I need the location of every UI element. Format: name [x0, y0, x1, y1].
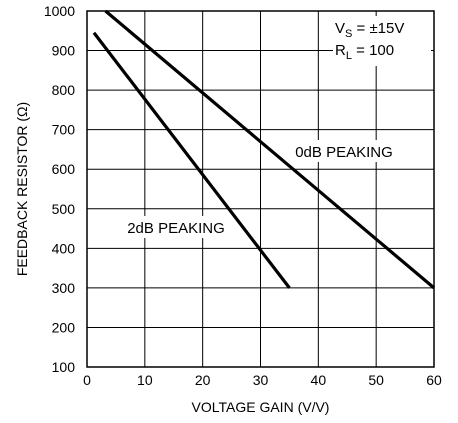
series-line-0db-peaking — [104, 9, 436, 290]
rl-rest: = 100 — [352, 42, 394, 59]
y-tick-label: 200 — [52, 319, 76, 335]
series-lines — [92, 9, 436, 290]
x-tick-label: 20 — [195, 372, 211, 388]
vs-rest: = ±15V — [352, 20, 404, 37]
y-tick-label: 600 — [52, 161, 76, 177]
series-line-2db-peaking — [92, 31, 291, 289]
y-tick-labels: 100 200 300 400 500 600 700 800 900 1000 — [44, 3, 75, 375]
rl-main: R — [335, 42, 346, 59]
load-resistance-annotation: RL = 100 — [335, 42, 394, 62]
x-axis-label: VOLTAGE GAIN (V/V) — [192, 399, 330, 415]
x-tick-labels: 0 10 20 30 40 50 60 — [83, 372, 442, 388]
y-tick-label: 500 — [52, 201, 76, 217]
series-label-2db-peaking: 2dB PEAKING — [127, 220, 225, 237]
annotation-backgrounds — [121, 16, 431, 238]
x-tick-label: 40 — [311, 372, 327, 388]
x-tick-label: 50 — [368, 372, 384, 388]
x-tick-label: 10 — [137, 372, 153, 388]
y-tick-label: 700 — [52, 122, 76, 138]
y-tick-label: 100 — [52, 359, 76, 375]
plot-frame — [86, 10, 435, 368]
vs-main: V — [335, 20, 345, 37]
y-tick-label: 300 — [52, 280, 76, 296]
x-tick-label: 30 — [253, 372, 269, 388]
legend-background — [333, 16, 431, 66]
series-label-background-2db — [121, 216, 231, 238]
y-tick-label: 400 — [52, 240, 76, 256]
y-tick-label: 1000 — [44, 3, 75, 19]
series-label-0db-peaking: 0dB PEAKING — [295, 144, 393, 161]
x-tick-label: 60 — [426, 372, 442, 388]
supply-voltage-annotation: VS = ±15V — [335, 20, 404, 40]
series-label-background-0db — [290, 140, 398, 162]
rl-sub: L — [346, 50, 352, 62]
vs-sub: S — [345, 28, 352, 40]
x-tick-label: 0 — [83, 372, 91, 388]
y-tick-label: 900 — [52, 43, 76, 59]
y-axis-label: FEEDBACK RESISTOR (Ω) — [14, 102, 30, 276]
y-tick-label: 800 — [52, 82, 76, 98]
